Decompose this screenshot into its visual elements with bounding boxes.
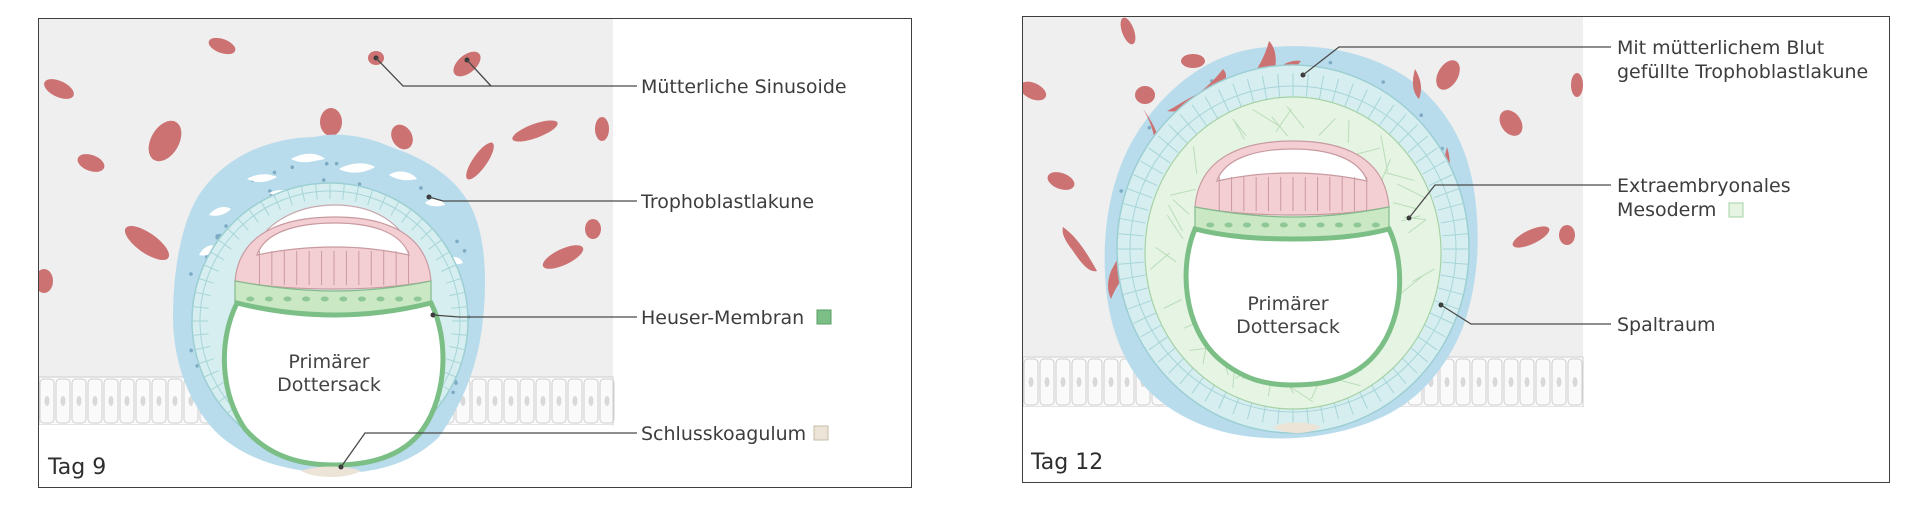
swatch-extraembryonic-mesoderm xyxy=(1729,203,1743,217)
label-cleft-space: Spaltraum xyxy=(1617,314,1716,336)
label-trophoblast-lacuna: Trophoblastlakune xyxy=(640,191,814,213)
day-label: Tag 9 xyxy=(47,455,106,480)
yolk-sac-label-line1: Primärer xyxy=(1247,293,1328,315)
label-closing-coagulum: Schlusskoagulum xyxy=(641,423,806,445)
yolk-sac-label-line2: Dottersack xyxy=(277,374,381,396)
yolk-sac-label-line1: Primärer xyxy=(288,351,369,373)
label-blood-lacuna-line1: Mit mütterlichem Blut xyxy=(1617,37,1824,59)
panel-day-12: Primärer Dottersack Mit mütterlichem Blu… xyxy=(1022,16,1890,483)
day-9-diagram: Primärer Dottersack Mütterliche Sinusoid… xyxy=(39,19,912,488)
panel-day-9: Primärer Dottersack Mütterliche Sinusoid… xyxy=(38,18,912,488)
label-blood-lacuna-line2: gefüllte Trophoblastlakune xyxy=(1617,61,1868,83)
label-maternal-sinusoids: Mütterliche Sinusoide xyxy=(641,76,847,98)
day-label: Tag 12 xyxy=(1030,450,1103,475)
swatch-heuser-membrane xyxy=(817,310,831,324)
label-extraembryonic-mesoderm-line2: Mesoderm xyxy=(1617,199,1716,221)
yolk-sac-label-line2: Dottersack xyxy=(1236,316,1340,338)
day-12-diagram: Primärer Dottersack Mit mütterlichem Blu… xyxy=(1023,17,1890,483)
swatch-closing-coagulum xyxy=(814,426,828,440)
label-heuser-membrane: Heuser-Membran xyxy=(641,307,804,329)
label-extraembryonic-mesoderm-line1: Extraembryonales xyxy=(1617,175,1791,197)
